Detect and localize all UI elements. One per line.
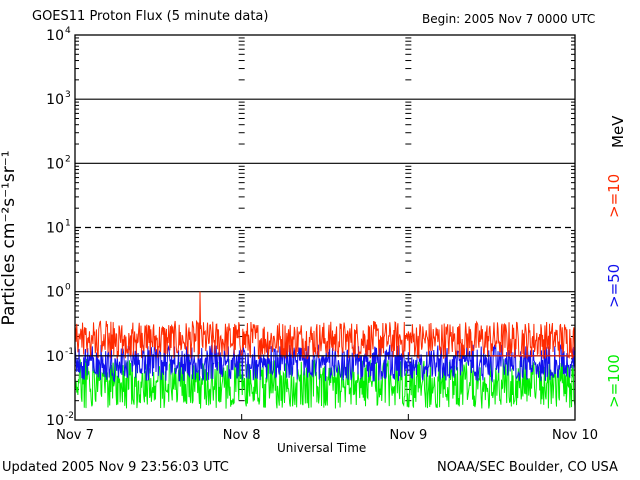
y-tick-label: 10 [46, 413, 64, 429]
y-tick-label: 10 [46, 221, 64, 237]
series-line-0 [74, 291, 576, 360]
x-axis-label: Universal Time [277, 441, 367, 455]
y-tick-exponent: 4 [65, 26, 71, 36]
x-tick-label: Nov 9 [389, 428, 427, 443]
chart-title: GOES11 Proton Flux (5 minute data) [32, 9, 269, 24]
y-tick-label: 10 [46, 285, 64, 301]
y-tick-label: 10 [46, 349, 64, 365]
x-tick-label: Nov 10 [552, 428, 598, 443]
y-tick-label: 10 [46, 156, 64, 172]
y-tick-exponent: 1 [65, 219, 71, 229]
noaa-credit: NOAA/SEC Boulder, CO USA [437, 460, 618, 475]
y-tick-exponent: -1 [65, 347, 74, 357]
legend-unit-mev: MeV [609, 115, 627, 148]
legend-ge100: >=100 [605, 354, 623, 408]
legend-ge10: >=10 [605, 173, 623, 218]
series-line-1 [74, 343, 576, 383]
updated-timestamp: Updated 2005 Nov 9 23:56:03 UTC [2, 460, 229, 475]
y-tick-exponent: 0 [65, 283, 71, 293]
legend-ge50: >=50 [605, 263, 623, 308]
plot-frame [74, 34, 576, 421]
y-tick-label: 10 [46, 92, 64, 108]
x-tick-label: Nov 7 [56, 428, 94, 443]
y-tick-exponent: 3 [65, 90, 71, 100]
y-axis-label: Particles cm⁻²s⁻¹sr⁻¹ [0, 150, 19, 326]
y-tick-exponent: -2 [65, 411, 74, 421]
y-tick-exponent: 2 [65, 154, 71, 164]
y-tick-label: 10 [46, 28, 64, 44]
begin-timestamp: Begin: 2005 Nov 7 0000 UTC [422, 12, 596, 26]
x-tick-label: Nov 8 [223, 428, 261, 443]
